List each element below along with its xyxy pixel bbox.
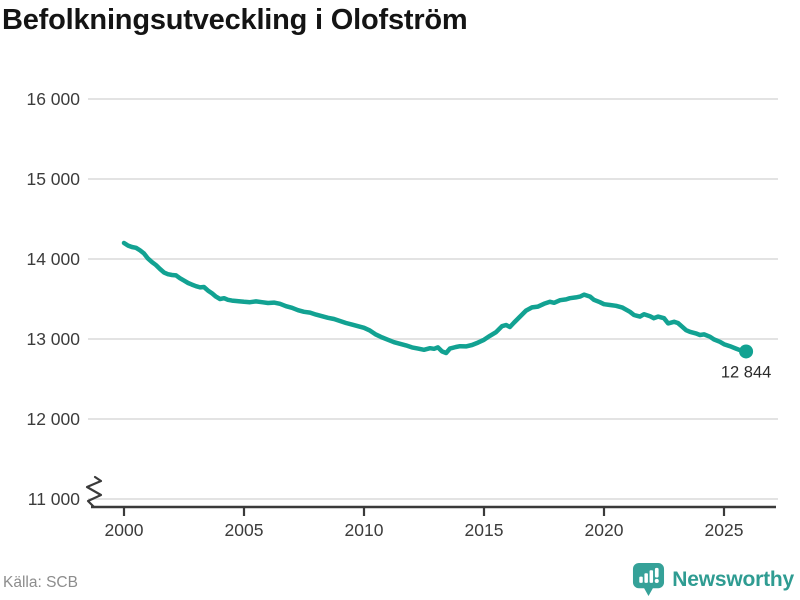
population-chart: 11 000 12 000 13 000 14 000 15 000 16 000 2000… — [26, 89, 778, 540]
x-tick-label: 2005 — [225, 520, 264, 540]
x-tick-label: 2015 — [465, 520, 504, 540]
newsworthy-logo: Newsworthy — [632, 562, 794, 597]
y-tick-label: 16 000 — [26, 89, 80, 109]
x-tick-label: 2025 — [705, 520, 744, 540]
chart-title: Befolkningsutveckling i Olofström — [2, 4, 468, 36]
x-tick-label: 2010 — [345, 520, 384, 540]
y-axis-break-icon — [85, 475, 103, 509]
end-point-marker — [739, 344, 754, 359]
y-tick-label: 15 000 — [26, 169, 80, 189]
y-tick-label: 11 000 — [28, 489, 80, 509]
y-tick-label: 12 000 — [26, 409, 80, 429]
y-tick-label: 13 000 — [26, 329, 80, 349]
end-value-label: 12 844 — [721, 363, 771, 381]
x-tick-label: 2000 — [105, 520, 144, 540]
source-label: Källa: SCB — [3, 574, 78, 591]
newsworthy-icon — [633, 563, 665, 596]
y-tick-label: 14 000 — [26, 249, 80, 269]
x-tick-label: 2020 — [585, 520, 624, 540]
population-line — [121, 240, 749, 356]
newsworthy-wordmark: Newsworthy — [672, 567, 794, 591]
